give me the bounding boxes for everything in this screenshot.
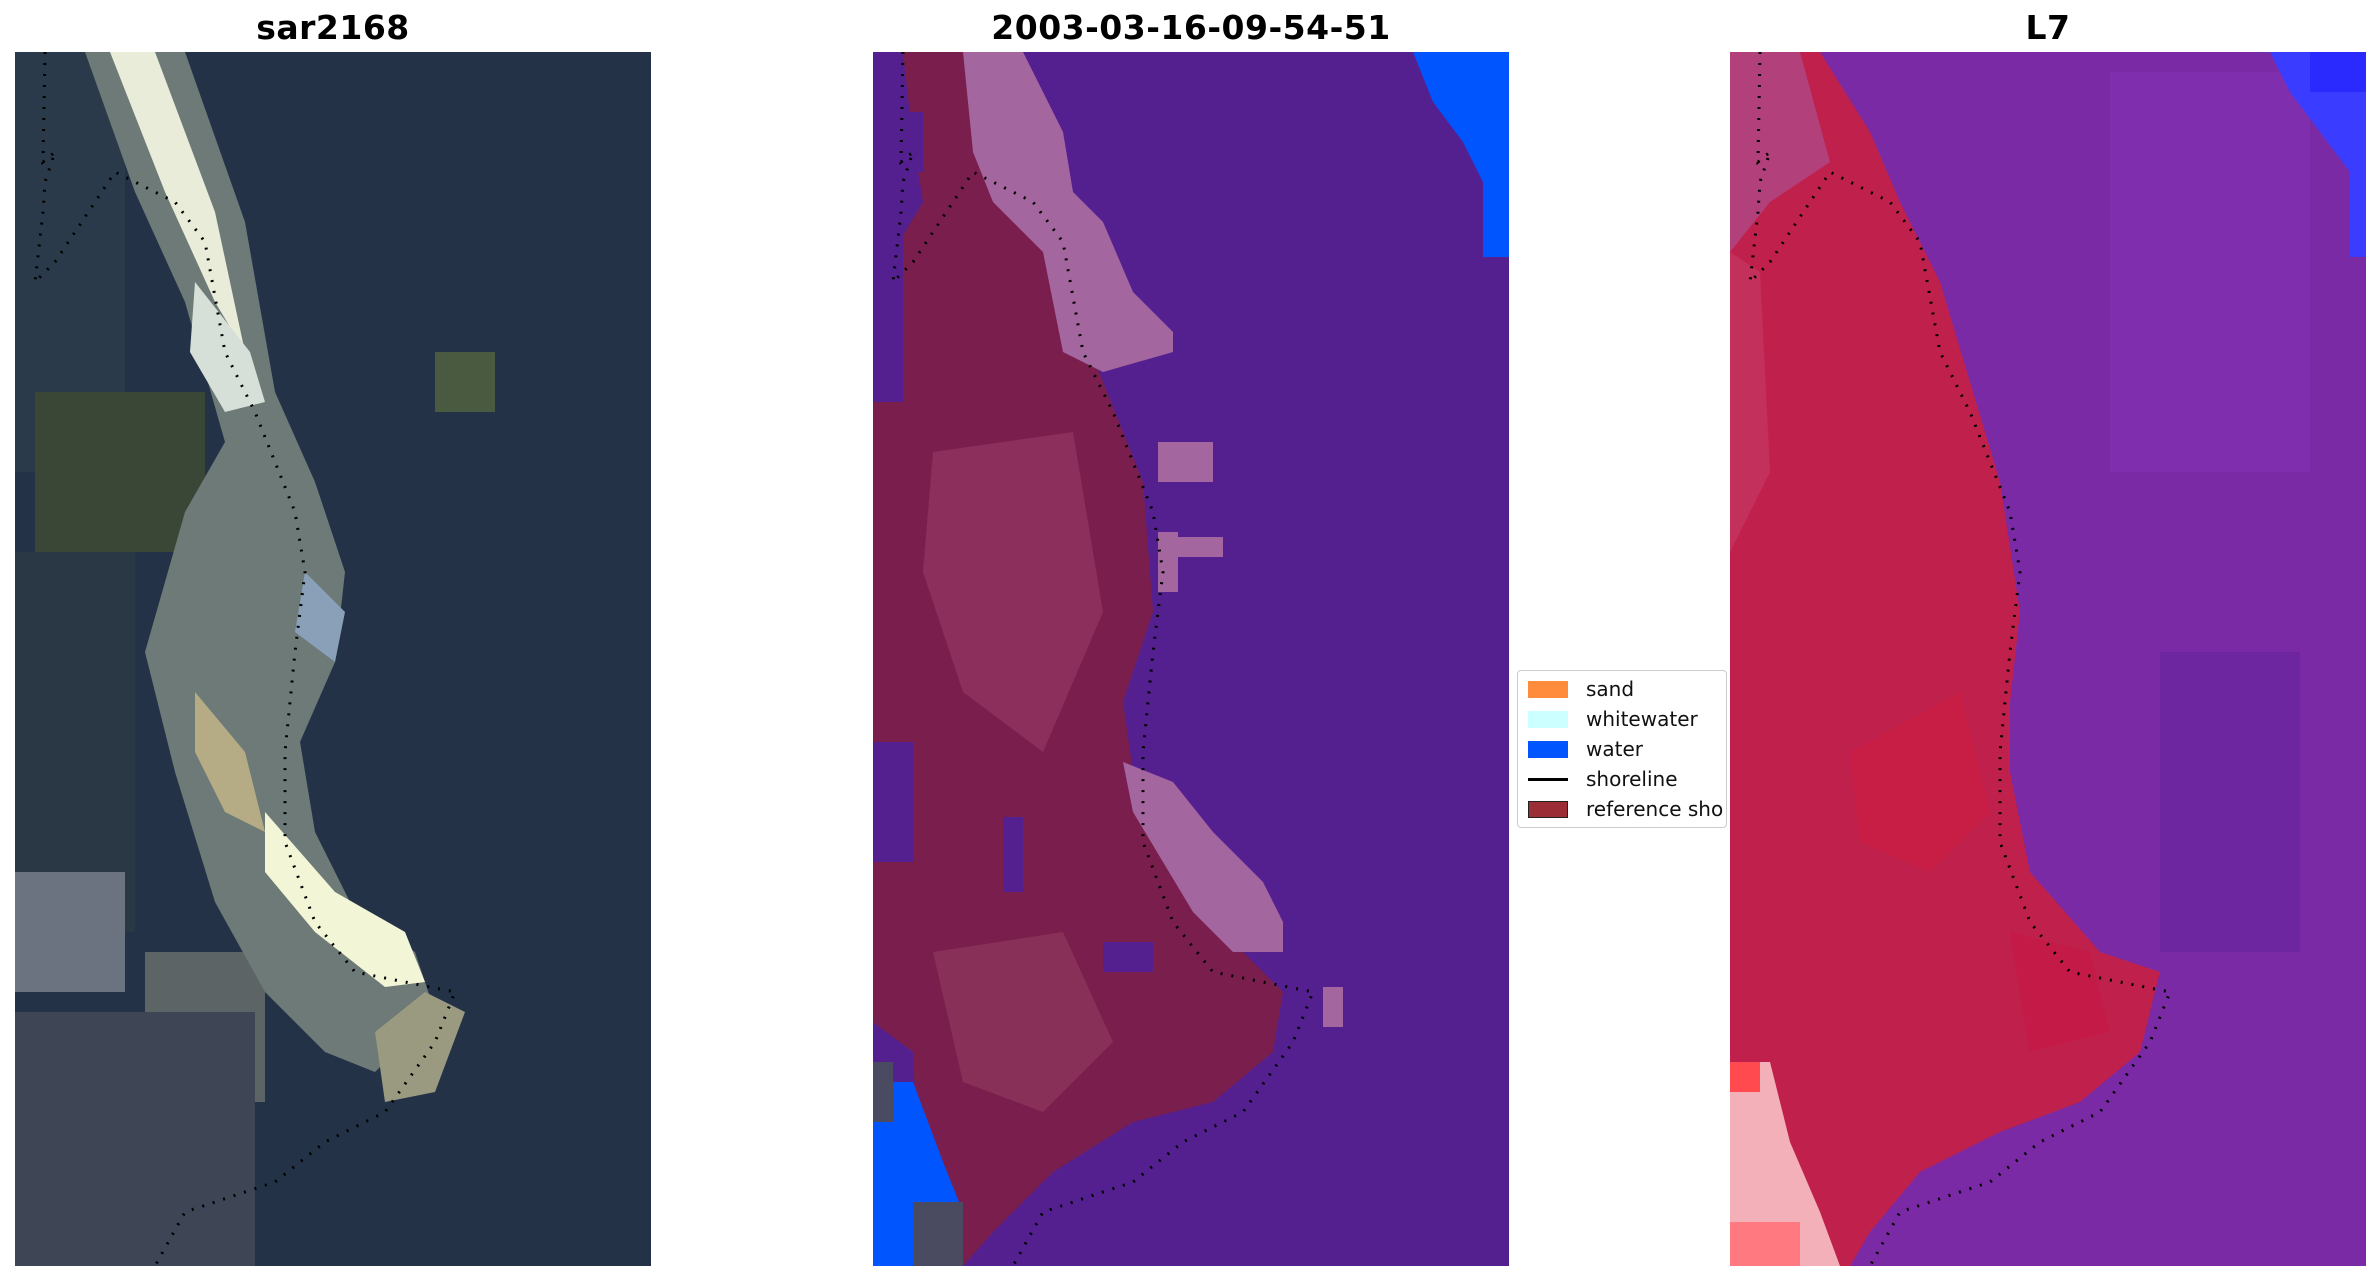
panel-classification: 2003-03-16-09-54-51 (873, 0, 1509, 1283)
panel-title-swir: L7 (2025, 8, 2071, 47)
legend-item-whitewater: whitewater (1528, 707, 1698, 731)
legend: sand whitewater water shoreline referenc… (1517, 670, 1727, 828)
sand-swatch (1528, 680, 1568, 698)
legend-label: sand (1586, 677, 1635, 701)
panel-title-classification: 2003-03-16-09-54-51 (991, 8, 1391, 47)
reference-shoreline-swatch (1528, 800, 1568, 818)
legend-item-sand: sand (1528, 677, 1634, 701)
rgb-satellite-image (15, 52, 651, 1266)
whitewater-swatch (1528, 710, 1568, 728)
legend-item-shoreline: shoreline (1528, 767, 1678, 791)
legend-label: whitewater (1586, 707, 1698, 731)
panel-swir: L7 (1730, 0, 2366, 1283)
panel-title-rgb: sar2168 (256, 8, 410, 47)
legend-item-reference-shoreline: reference sho (1528, 797, 1723, 821)
legend-label: water (1586, 737, 1643, 761)
water-swatch (1528, 740, 1568, 758)
shoreline-line-swatch (1528, 777, 1568, 781)
false-color-image (1730, 52, 2366, 1266)
classified-image (873, 52, 1509, 1266)
legend-label: reference sho (1586, 797, 1724, 821)
panel-rgb: sar2168 (15, 0, 651, 1283)
legend-item-water: water (1528, 737, 1643, 761)
legend-label: shoreline (1586, 767, 1678, 791)
